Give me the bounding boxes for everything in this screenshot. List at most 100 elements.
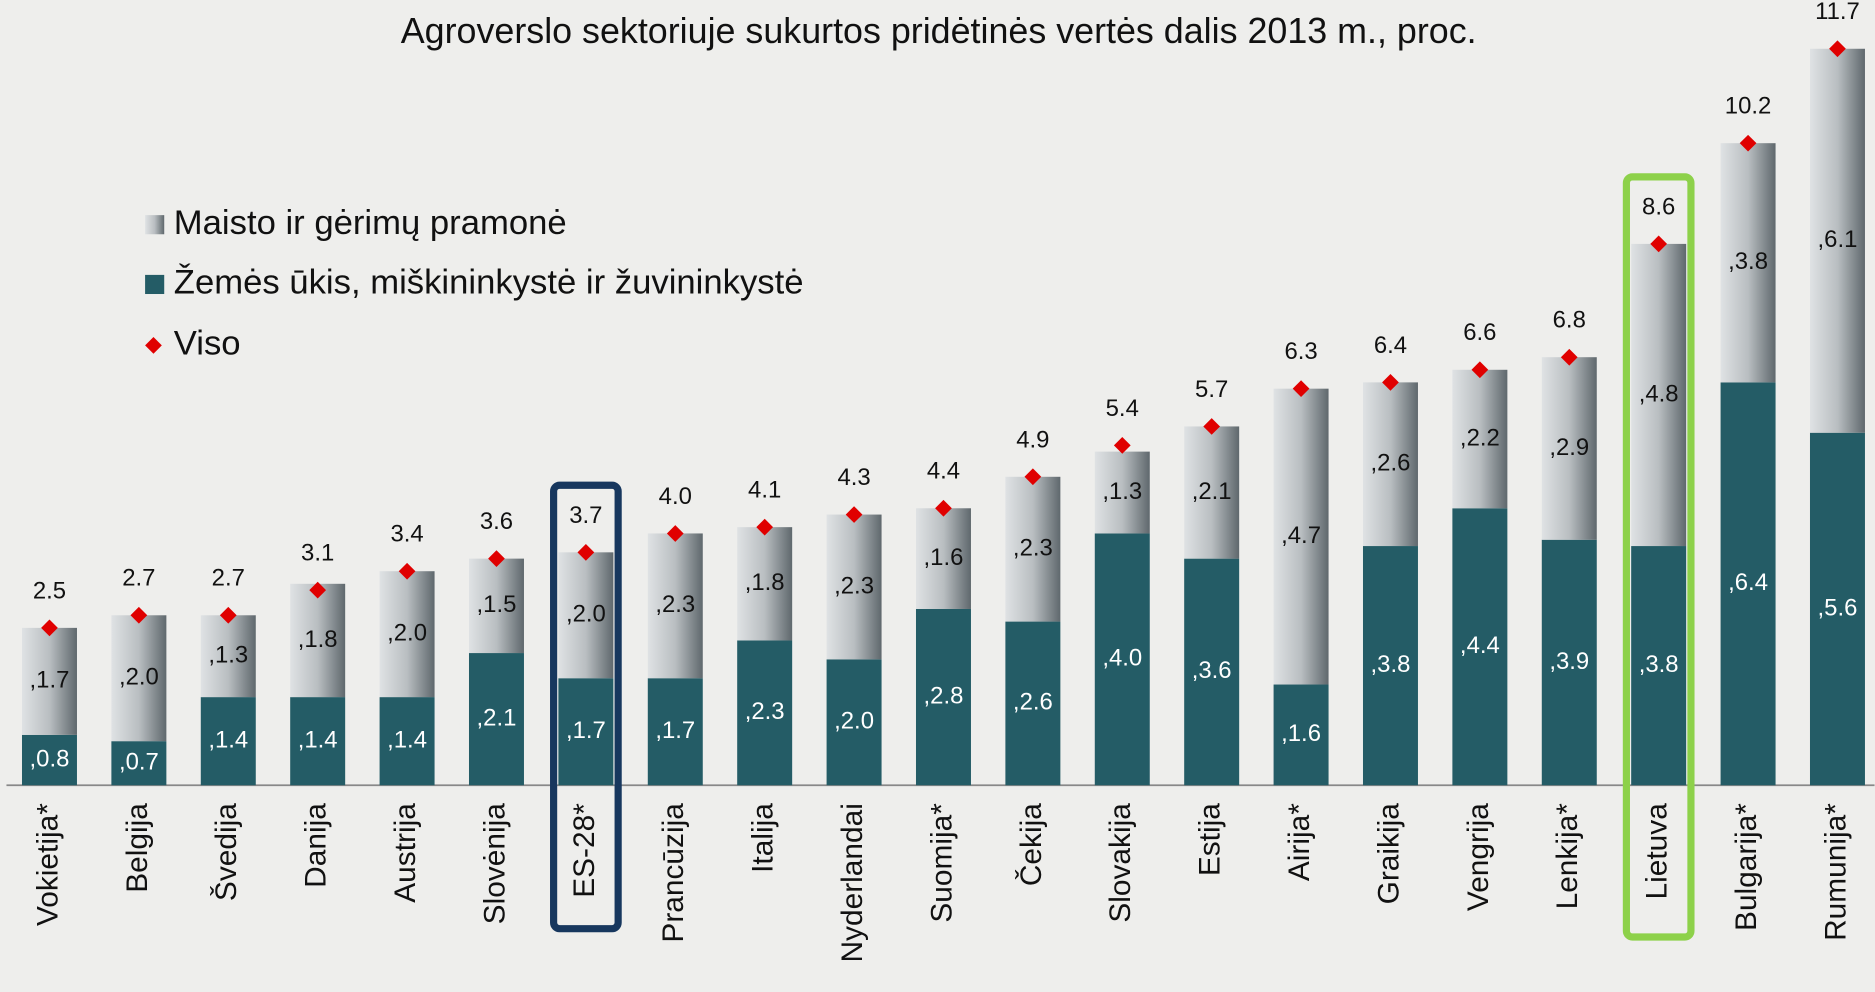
value-label: ,2.0 xyxy=(834,708,874,735)
x-tick-label: Prancūzija xyxy=(657,803,690,943)
total-marker xyxy=(309,581,327,599)
x-tick-label: Vokietija* xyxy=(31,803,64,926)
value-label: ,2.1 xyxy=(1192,478,1232,505)
bar-segment xyxy=(1809,48,1865,433)
value-label: ,6.4 xyxy=(1728,569,1768,596)
bar-segment xyxy=(1005,621,1061,786)
total-label: 2.5 xyxy=(33,577,66,604)
bar-segment xyxy=(1362,382,1418,547)
x-tick-label: Švedija xyxy=(209,803,243,901)
value-label: ,1.6 xyxy=(924,544,964,571)
value-label: ,1.4 xyxy=(208,726,248,753)
legend-marker xyxy=(145,337,162,354)
x-tick-label: Italija xyxy=(747,803,780,873)
bar-segment xyxy=(21,734,77,786)
x-tick-label: Bulgarija* xyxy=(1730,803,1763,931)
bar-segment xyxy=(1452,369,1508,509)
total-marker xyxy=(41,619,58,637)
value-label: ,1.3 xyxy=(1102,478,1142,505)
value-label: ,2.6 xyxy=(1371,450,1411,477)
bar-segment xyxy=(1184,558,1240,786)
bar-segment xyxy=(290,583,346,698)
x-tick-label: Airija* xyxy=(1283,803,1316,881)
value-label: ,2.0 xyxy=(387,619,427,646)
x-tick-label: Čekija xyxy=(1014,803,1048,886)
value-label: ,4.0 xyxy=(1102,645,1142,672)
bar-segment xyxy=(826,514,882,660)
value-label: ,3.8 xyxy=(1371,651,1411,678)
bar-segment xyxy=(1452,508,1508,786)
total-label: 4.0 xyxy=(659,483,692,510)
bar-segment xyxy=(1631,243,1687,547)
total-label: 6.3 xyxy=(1284,338,1317,365)
value-label: ,5.6 xyxy=(1818,594,1858,621)
highlight-box xyxy=(1622,173,1695,941)
total-label: 3.7 xyxy=(569,502,602,529)
bar-segment xyxy=(826,659,882,786)
value-label: ,3.9 xyxy=(1549,648,1589,675)
value-label: ,4.7 xyxy=(1281,522,1321,549)
legend-label: Maisto ir gėrimų pramonė xyxy=(174,204,567,242)
value-label: ,1.7 xyxy=(30,667,70,694)
x-tick-label: Austrija xyxy=(389,803,422,903)
value-label: ,2.6 xyxy=(1013,689,1053,716)
bar-segment xyxy=(737,640,793,786)
chart-title: Agroverslo sektoriuje sukurtos pridėtinė… xyxy=(401,11,1477,51)
bar-segment xyxy=(111,615,167,742)
bar-segment xyxy=(468,653,524,786)
bar-segment xyxy=(200,615,256,698)
total-label: 2.7 xyxy=(122,565,155,592)
value-label: ,3.8 xyxy=(1639,651,1679,678)
bar-segment xyxy=(21,627,77,735)
legend-label: Viso xyxy=(174,325,241,363)
bar-segment xyxy=(468,558,524,654)
value-label: ,2.1 xyxy=(477,704,517,731)
x-tick-label: Nyderlandai xyxy=(836,803,869,962)
total-label: 3.1 xyxy=(301,540,334,567)
value-label: ,0.7 xyxy=(119,749,159,776)
bar-segment xyxy=(1273,684,1329,786)
value-label: ,1.3 xyxy=(208,642,248,669)
total-marker xyxy=(219,606,237,624)
value-label: ,2.0 xyxy=(566,601,606,628)
bar-segment xyxy=(1184,426,1240,559)
total-label: 3.6 xyxy=(480,508,513,535)
value-label: ,1.4 xyxy=(298,726,338,753)
value-label: ,2.8 xyxy=(924,682,964,709)
total-marker xyxy=(130,606,148,624)
legend-marker xyxy=(145,215,165,235)
highlight-box xyxy=(550,481,622,933)
total-marker xyxy=(398,562,416,580)
bar-segment xyxy=(379,571,435,698)
bar-segment xyxy=(1094,451,1150,534)
x-tick-label: Slovakija xyxy=(1104,803,1137,923)
bar-segment xyxy=(1631,546,1687,786)
bar-segment xyxy=(200,697,256,786)
total-label: 6.4 xyxy=(1374,332,1407,359)
x-tick-label: Belgija xyxy=(121,803,154,893)
value-label: ,1.8 xyxy=(745,569,785,596)
value-label: ,1.4 xyxy=(387,726,427,753)
total-marker xyxy=(1650,235,1668,253)
total-marker xyxy=(666,525,684,542)
value-label: ,1.7 xyxy=(655,717,695,744)
total-marker xyxy=(756,518,774,536)
total-label: 8.6 xyxy=(1642,193,1675,220)
total-marker xyxy=(1560,348,1578,366)
value-label: ,1.7 xyxy=(566,717,606,744)
total-label: 2.7 xyxy=(212,565,245,592)
legend-marker xyxy=(145,274,165,295)
bar-segment xyxy=(1541,539,1597,786)
bar-segment xyxy=(1809,432,1865,786)
x-tick-label: Rumunija* xyxy=(1819,803,1852,941)
x-tick-label: Graikija xyxy=(1372,803,1405,905)
total-marker xyxy=(577,543,595,561)
total-label: 5.4 xyxy=(1106,395,1139,422)
total-label: 4.9 xyxy=(1016,426,1049,453)
total-label: 4.1 xyxy=(748,477,781,504)
value-label: ,4.8 xyxy=(1639,380,1679,407)
bar-segment xyxy=(1720,382,1776,786)
bar-segment xyxy=(1720,143,1776,383)
x-tick-label: Lietuva xyxy=(1641,803,1674,900)
value-label: ,2.3 xyxy=(1013,534,1053,561)
